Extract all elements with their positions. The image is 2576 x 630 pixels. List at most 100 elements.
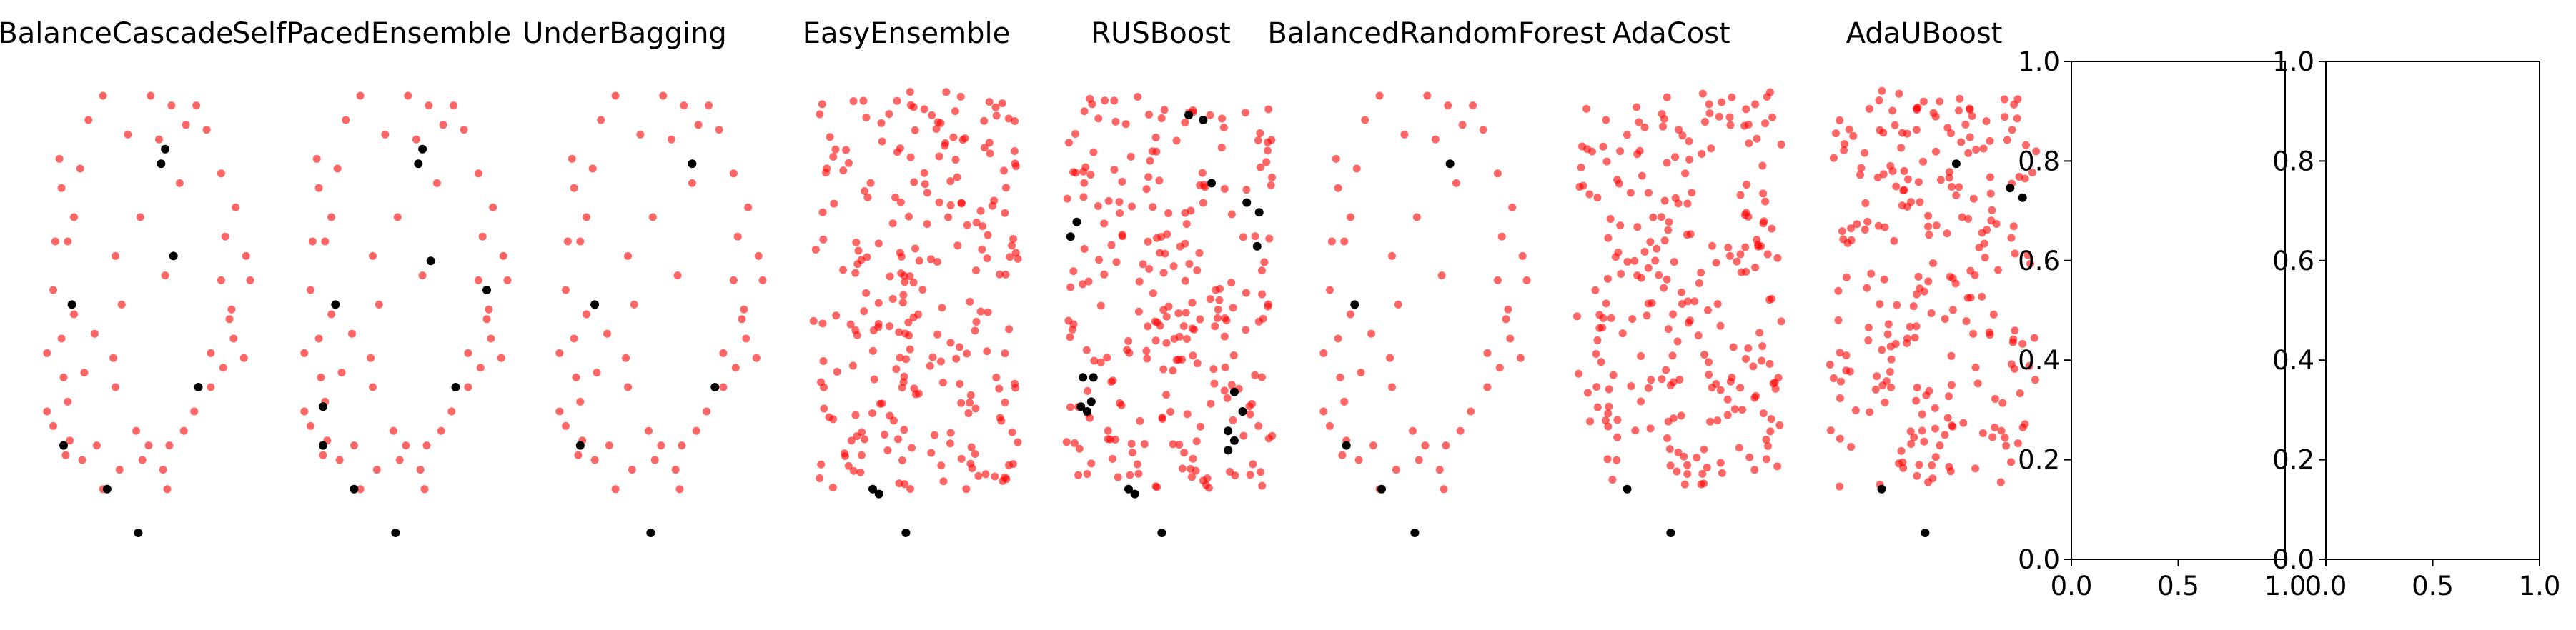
majority-point <box>1442 441 1450 450</box>
majority-point <box>880 431 888 439</box>
majority-point <box>1910 433 1918 441</box>
majority-point <box>307 286 314 294</box>
majority-point <box>1735 444 1743 452</box>
majority-point <box>890 416 898 425</box>
majority-point <box>1134 92 1142 101</box>
majority-point <box>1723 395 1732 404</box>
majority-point <box>1635 118 1643 126</box>
minority-point <box>1184 111 1194 120</box>
y-tick-label: 1.0 <box>2272 46 2314 77</box>
majority-point <box>630 300 638 309</box>
majority-point <box>588 164 597 173</box>
majority-point <box>1573 312 1582 321</box>
majority-point <box>1728 93 1736 101</box>
majority-point <box>1975 244 1983 252</box>
majority-point <box>1242 186 1251 194</box>
majority-point <box>1663 434 1672 442</box>
majority-point <box>1644 189 1653 197</box>
y-tick-label: 0.2 <box>2272 445 2314 476</box>
majority-point <box>673 271 682 280</box>
majority-point <box>1079 167 1088 176</box>
majority-point <box>1014 438 1022 446</box>
majority-point <box>1876 300 1884 309</box>
majority-point <box>1182 220 1191 229</box>
majority-point <box>1603 455 1612 464</box>
majority-point <box>1700 118 1709 126</box>
majority-point <box>2025 361 2033 370</box>
majority-point <box>1493 276 1502 284</box>
majority-point <box>851 269 860 277</box>
majority-point <box>1913 471 1921 480</box>
majority-point <box>1712 379 1720 388</box>
majority-point <box>1100 219 1109 228</box>
majority-point <box>833 367 841 376</box>
majority-point <box>1906 322 1914 331</box>
majority-point <box>844 461 853 470</box>
majority-point <box>1847 224 1856 233</box>
empty-axes: 0.0 0.2 0.4 0.6 0.8 1.0 0.0 0.5 1.0 <box>2018 46 2306 601</box>
majority-point <box>202 126 211 134</box>
majority-point <box>826 133 834 141</box>
majority-point <box>78 456 86 464</box>
majority-point <box>1845 125 1853 134</box>
minority-point <box>1229 387 1239 396</box>
majority-point <box>1669 310 1678 319</box>
majority-point <box>1646 238 1655 246</box>
majority-point <box>1992 219 2001 228</box>
majority-point <box>1912 322 1921 331</box>
majority-point <box>1127 439 1136 448</box>
majority-point <box>450 101 458 110</box>
majority-point <box>2011 249 2019 258</box>
majority-point <box>1878 86 1886 95</box>
majority-point <box>906 345 914 354</box>
majority-point <box>1718 469 1726 477</box>
majority-point <box>966 399 974 407</box>
majority-point <box>846 320 855 329</box>
majority-point <box>1179 322 1188 331</box>
majority-point <box>1920 287 1928 296</box>
majority-point <box>859 96 868 105</box>
majority-point <box>1715 112 1723 121</box>
majority-point <box>1631 426 1640 435</box>
majority-point <box>1257 266 1266 275</box>
majority-point <box>1856 171 1865 179</box>
majority-point <box>1924 211 1933 220</box>
majority-point <box>2011 326 2019 335</box>
majority-point <box>1118 232 1126 241</box>
majority-point <box>1663 159 1671 167</box>
majority-point <box>895 479 903 488</box>
majority-point <box>692 426 700 435</box>
majority-point <box>1988 433 1997 441</box>
minority-point <box>161 144 170 154</box>
majority-point <box>1966 104 1974 113</box>
majority-point <box>1839 235 1848 244</box>
majority-point <box>874 239 883 248</box>
majority-point <box>1604 234 1613 242</box>
majority-point <box>1948 421 1956 430</box>
majority-point <box>983 254 991 263</box>
majority-point <box>1162 312 1171 321</box>
majority-point <box>1440 485 1448 494</box>
majority-point <box>49 286 57 294</box>
majority-point <box>1421 441 1430 450</box>
majority-point <box>611 485 620 494</box>
majority-point <box>1879 170 1888 179</box>
majority-point <box>474 276 482 284</box>
majority-point <box>1602 116 1610 124</box>
majority-point <box>628 466 636 474</box>
majority-point <box>860 307 868 316</box>
majority-point <box>1931 453 1940 461</box>
majority-point <box>971 326 979 335</box>
majority-point <box>839 166 848 175</box>
majority-point <box>1083 469 1091 478</box>
majority-point <box>984 308 992 316</box>
y-tick-label: 0.0 <box>2272 544 2314 575</box>
majority-point <box>848 361 857 370</box>
majority-point <box>1004 461 1013 469</box>
majority-point <box>1249 460 1257 469</box>
majority-point <box>1592 383 1601 391</box>
majority-point <box>1094 114 1103 123</box>
majority-point <box>1878 346 1886 354</box>
x-tick-label: 0.5 <box>2157 571 2199 601</box>
majority-point <box>1932 221 1941 230</box>
